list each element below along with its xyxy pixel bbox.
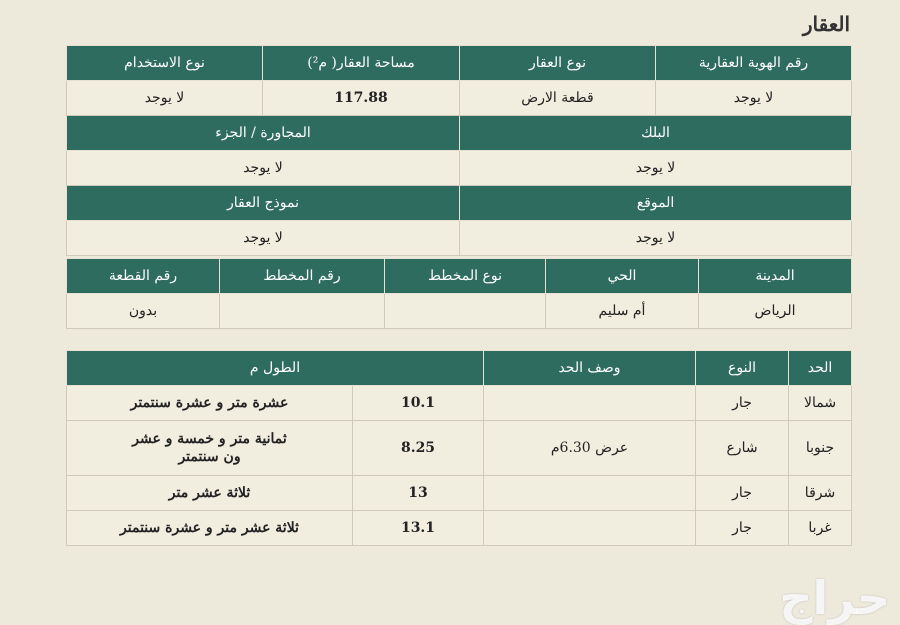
value-usage-type: لا يوجد	[66, 80, 263, 116]
length-text: عشرة متر و عشرة سنتمتر	[65, 385, 354, 421]
length-text: ثلاثة عشر متر	[65, 475, 354, 511]
type: جار	[695, 385, 790, 421]
header-plan-type: نوع المخطط	[384, 258, 546, 294]
length: 8.25	[352, 420, 485, 476]
header-block: البلك	[459, 115, 852, 151]
header-side: الحد	[788, 350, 853, 386]
description	[483, 385, 697, 421]
header-usage-type: نوع الاستخدام	[66, 45, 263, 81]
plan-info-table: المدينة الحي نوع المخطط رقم المخطط رقم ا…	[66, 258, 852, 329]
value-district: أم سليم	[545, 293, 699, 329]
length: 13.1	[352, 510, 485, 546]
length-text: ثلاثة عشر متر و عشرة سنتمتر	[65, 510, 354, 546]
side: جنوبا	[788, 420, 853, 476]
type: شارع	[695, 420, 790, 476]
table-row: شمالا جار 10.1 عشرة متر و عشرة سنتمتر	[65, 385, 853, 421]
length: 10.1	[352, 385, 485, 421]
side: شرقا	[788, 475, 853, 511]
value-location: لا يوجد	[459, 220, 852, 256]
value-plot-number: بدون	[66, 293, 220, 329]
description	[483, 510, 697, 546]
description	[483, 475, 697, 511]
description: عرض 6.30م	[483, 420, 697, 476]
property-info-table: رقم الهوية العقارية نوع العقار مساحة الع…	[66, 45, 852, 256]
header-property-model: نموذج العقار	[66, 185, 460, 221]
length: 13	[352, 475, 485, 511]
table-row: جنوبا شارع عرض 6.30م 8.25 ثمانية متر و خ…	[65, 420, 853, 476]
length-text: ثمانية متر و خمسة و عشر ون سنتمتر	[65, 420, 354, 476]
haraj-watermark: حراج	[779, 571, 890, 625]
header-city: المدينة	[698, 258, 852, 294]
table-row: شرقا جار 13 ثلاثة عشر متر	[65, 475, 853, 511]
header-neighborhood-part: المجاورة / الجزء	[66, 115, 460, 151]
value-block: لا يوجد	[459, 150, 852, 186]
borders-table: الحد النوع وصف الحد الطول م شمالا جار 10…	[65, 350, 853, 546]
type: جار	[695, 510, 790, 546]
value-plan-type	[384, 293, 546, 329]
type: جار	[695, 475, 790, 511]
side: غربا	[788, 510, 853, 546]
value-property-type: قطعة الارض	[459, 80, 656, 116]
header-length: الطول م	[65, 350, 485, 386]
header-area: مساحة العقار( م²)	[262, 45, 460, 81]
header-type: النوع	[695, 350, 790, 386]
value-area: 117.88	[262, 80, 460, 116]
header-property-id: رقم الهوية العقارية	[655, 45, 852, 81]
value-property-model: لا يوجد	[66, 220, 460, 256]
value-neighborhood-part: لا يوجد	[66, 150, 460, 186]
header-plot-number: رقم القطعة	[66, 258, 220, 294]
table-row: غربا جار 13.1 ثلاثة عشر متر و عشرة سنتمت…	[65, 510, 853, 546]
header-district: الحي	[545, 258, 699, 294]
page-title: العقار	[802, 12, 850, 36]
value-property-id: لا يوجد	[655, 80, 852, 116]
header-plan-number: رقم المخطط	[219, 258, 385, 294]
header-location: الموقع	[459, 185, 852, 221]
value-plan-number	[219, 293, 385, 329]
header-property-type: نوع العقار	[459, 45, 656, 81]
header-description: وصف الحد	[483, 350, 697, 386]
side: شمالا	[788, 385, 853, 421]
value-city: الرياض	[698, 293, 852, 329]
